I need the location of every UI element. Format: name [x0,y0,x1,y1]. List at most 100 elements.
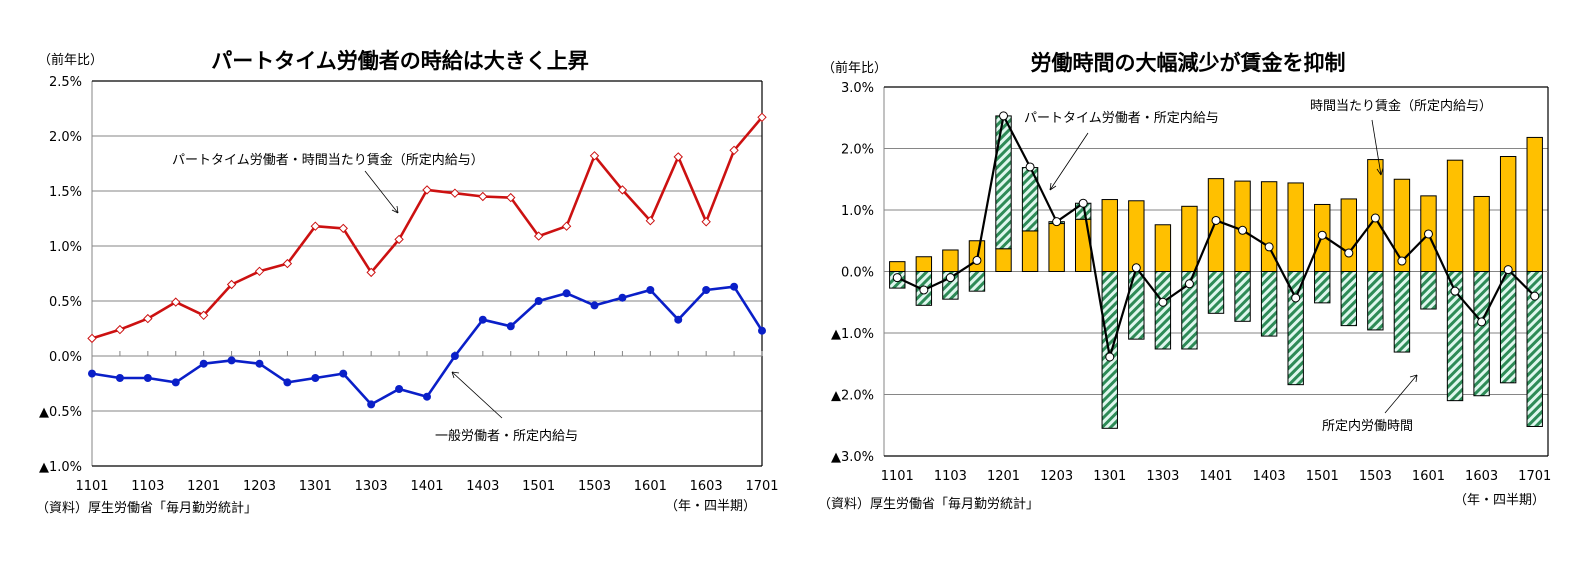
data-point-part-time-hourly [198,310,209,321]
left-y-unit: （前年比） [38,52,103,68]
data-point-part-time-hourly [143,313,153,324]
data-point-general-workers [395,385,404,393]
data-point-part-time-scheduled-pay [1370,213,1380,223]
data-point-part-time-scheduled-pay [1184,279,1194,289]
left-chart: （前年比） パートタイム労働者の時給は大きく上昇 2.5% 2.0% 1.5% 1.0… [36,49,779,516]
data-point-part-time-hourly [478,191,488,202]
data-point-part-time-scheduled-pay [1052,217,1062,227]
bar-scheduled-hours [1367,271,1384,331]
data-point-part-time-hourly [645,215,656,226]
data-point-part-time-scheduled-pay [945,273,955,283]
data-point-general-workers [450,352,459,360]
data-point-part-time-scheduled-pay [1264,242,1274,252]
data-point-part-time-hourly [729,145,739,156]
bar-hourly-wage [915,256,933,272]
data-point-general-workers [339,369,348,378]
data-point-part-time-scheduled-pay [1477,317,1487,327]
x-tick-label: 1103 [131,479,164,494]
y-tick-label: 0.5% [49,295,82,310]
x-tick-label: 1501 [522,479,555,494]
x-tick-label: 1303 [1146,469,1179,484]
bar-scheduled-hours [1128,271,1145,340]
right-chart-title: 労働時間の大幅減少が賃金を抑制 [1031,51,1346,75]
y-tick-label: ▲1.0% [39,460,82,475]
data-point-part-time-hourly [533,231,544,241]
annotation-hourly-wage: 時間当たり賃金（所定内給与） [1310,98,1492,114]
annotation-arrow-part-time [364,170,399,214]
bar-scheduled-hours [1234,271,1251,322]
data-point-general-workers [227,356,236,365]
data-point-general-workers [534,297,543,305]
data-point-general-workers [618,293,627,302]
x-tick-label: 1403 [1253,469,1286,484]
y-tick-label: ▲2.0% [831,389,874,404]
data-point-part-time-scheduled-pay [892,273,902,283]
bar-scheduled-hours [1393,271,1411,353]
bar-hourly-wage [1074,218,1092,273]
data-point-part-time-scheduled-pay [1158,297,1168,307]
bar-hourly-wage [1499,155,1517,272]
x-tick-label: 1301 [299,479,332,494]
y-tick-label: 2.0% [841,143,874,158]
data-point-part-time-hourly [338,223,348,234]
data-point-general-workers [702,286,711,294]
bar-scheduled-hours [1260,271,1278,337]
x-tick-label: 1303 [355,479,388,494]
data-point-part-time-scheduled-pay [1211,215,1221,225]
data-point-general-workers [506,322,515,331]
bar-hourly-wage [1021,230,1039,273]
data-point-part-time-hourly [589,151,600,161]
bar-scheduled-hours [1499,271,1517,384]
data-point-general-workers [143,374,152,382]
bar-scheduled-hours [1154,271,1172,350]
bar-scheduled-hours [1340,271,1358,327]
bar-scheduled-hours [1181,271,1198,350]
x-tick-label: 1603 [690,479,723,494]
annotation-arrow-hourly-wage [1371,119,1382,176]
x-tick-label: 1501 [1306,469,1339,484]
y-tick-label: ▲1.0% [831,327,874,342]
data-point-part-time-scheduled-pay [1397,256,1407,266]
right-x-unit: （年・四半期） [1454,493,1545,508]
y-tick-label: ▲0.5% [39,405,82,420]
data-point-general-workers [199,359,208,368]
data-point-general-workers [255,359,264,368]
data-point-general-workers [423,392,431,401]
bar-scheduled-hours [1473,271,1490,397]
x-tick-label: 1101 [881,469,914,484]
data-point-part-time-hourly [310,221,321,231]
bar-hourly-wage [1101,199,1118,272]
data-point-part-time-hourly [226,279,237,290]
data-point-part-time-hourly [701,217,711,227]
series-line-part-time-hourly [91,116,763,340]
arrowhead-icon [1049,182,1057,191]
x-tick-label: 1701 [745,479,778,494]
data-point-part-time-hourly [422,185,432,195]
x-tick-label: 1503 [578,479,611,494]
data-point-part-time-scheduled-pay [919,285,929,295]
data-point-general-workers [590,301,599,310]
x-tick-label: 1701 [1518,469,1551,484]
data-point-general-workers [311,374,320,382]
data-point-general-workers [171,378,180,387]
data-point-part-time-hourly [171,297,181,307]
x-tick-label: 1603 [1465,469,1498,484]
bar-hourly-wage [1446,159,1464,272]
bar-hourly-wage [995,248,1012,272]
data-point-general-workers [758,326,766,335]
bar-hourly-wage [1207,178,1225,272]
data-point-part-time-hourly [561,221,572,231]
bar-scheduled-hours [995,115,1012,250]
data-point-part-time-scheduled-pay [1105,352,1115,362]
data-point-part-time-hourly [87,333,97,344]
data-point-part-time-hourly [757,112,767,123]
annotation-arrow-hours [1384,374,1418,414]
bar-hourly-wage [942,249,959,273]
data-point-part-time-hourly [254,266,265,277]
x-tick-label: 1503 [1359,469,1392,484]
bar-hourly-wage [1048,223,1065,272]
left-source-note: （資料）厚生労働省「毎月勤労統計」 [36,500,257,516]
data-point-general-workers [478,315,487,324]
data-point-part-time-scheduled-pay [999,111,1009,121]
data-point-general-workers [674,315,683,324]
